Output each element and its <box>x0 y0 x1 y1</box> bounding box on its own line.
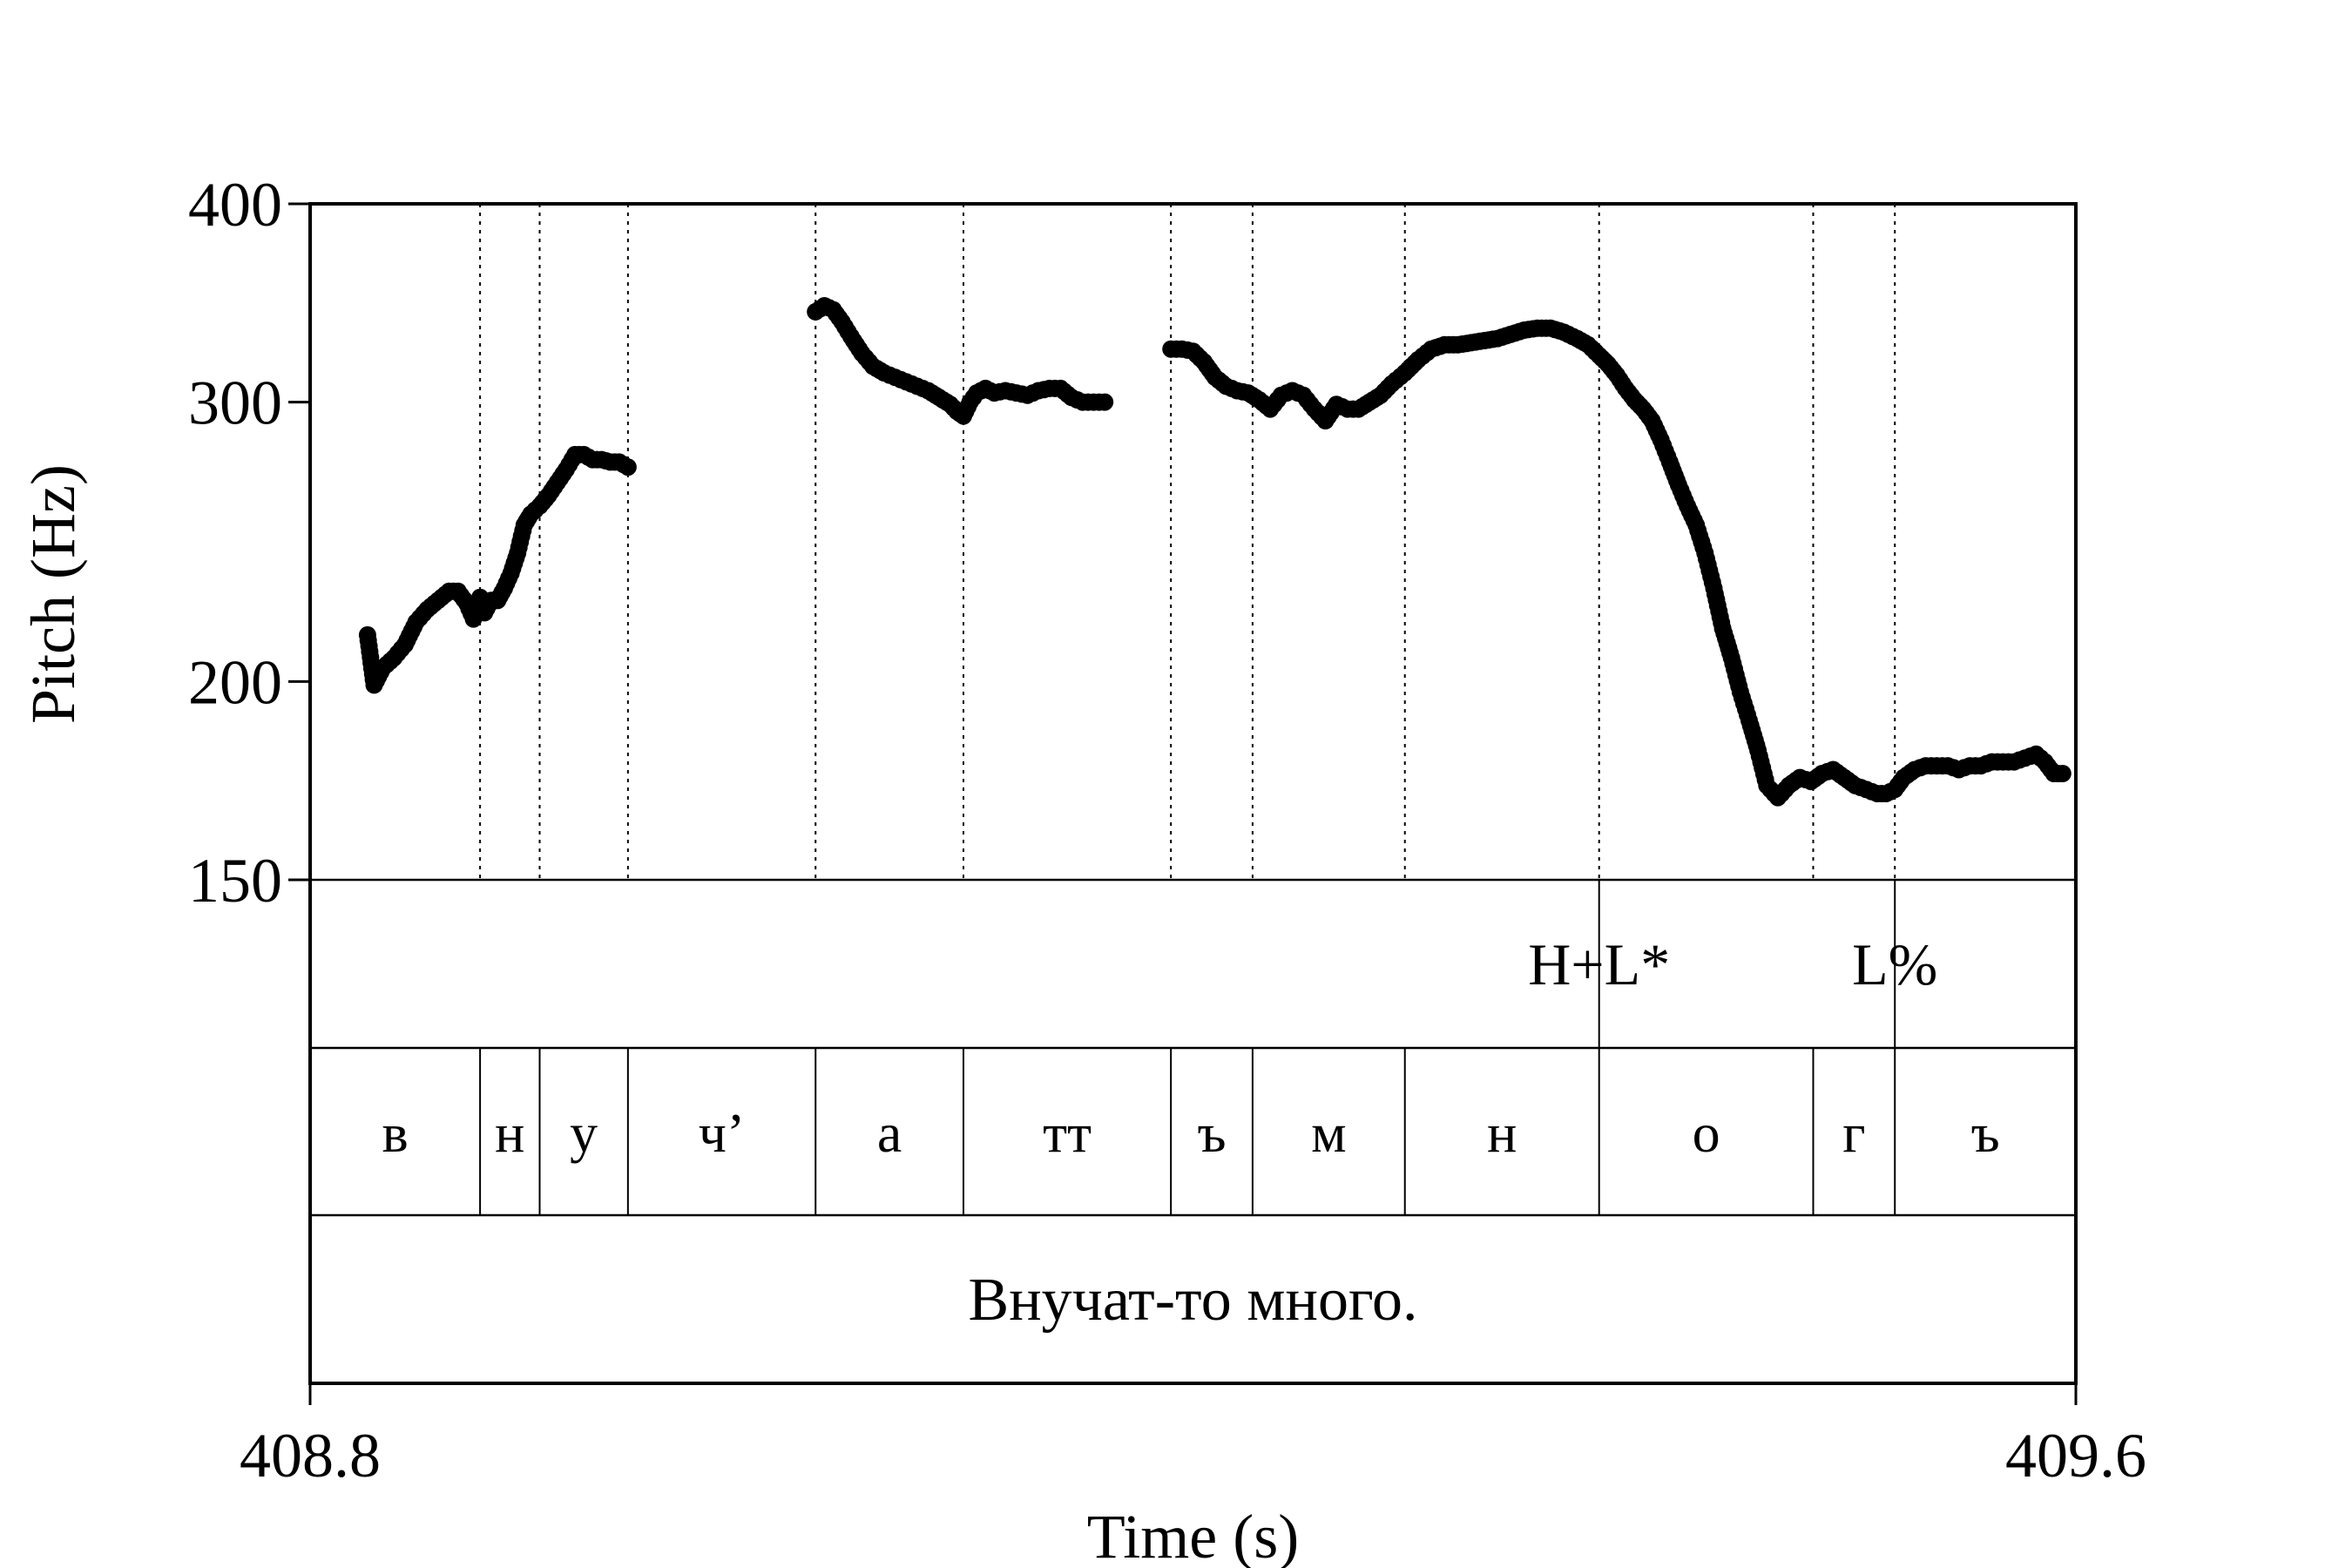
x-tick-label: 409.6 <box>2005 1421 2146 1490</box>
x-tick-label: 408.8 <box>240 1421 381 1490</box>
segment-label: у <box>570 1102 598 1164</box>
segment-label: в <box>382 1102 408 1164</box>
pitch-point <box>1096 393 1114 411</box>
pitch-track <box>358 297 2072 807</box>
segment-label: ъ <box>1197 1102 1226 1164</box>
segment-label: ъ <box>1971 1102 2000 1164</box>
segment-tier: в н у ч’ а тт ъ м н о г ъ <box>382 1102 1999 1164</box>
x-axis: 408.8 409.6 <box>240 1383 2146 1490</box>
segment-label: о <box>1693 1102 1720 1164</box>
pitch-point <box>2053 765 2072 782</box>
tone-tier: H+L* L% <box>1528 931 1937 997</box>
pitch-point <box>618 458 637 476</box>
y-axis: 150 200 300 400 <box>188 170 310 916</box>
y-tick-label: 400 <box>188 170 282 240</box>
tone-label: L% <box>1852 931 1937 997</box>
segment-label: тт <box>1043 1102 1092 1164</box>
y-tick-label: 200 <box>188 647 282 717</box>
segment-label: ч’ <box>699 1102 746 1164</box>
sentence-text: Внучат-то много. <box>969 1267 1418 1334</box>
plot-frame <box>308 202 2078 1385</box>
segment-label: н <box>1487 1102 1517 1164</box>
y-tick-label: 300 <box>188 368 282 438</box>
tone-label: H+L* <box>1528 931 1670 997</box>
outer-frame <box>308 202 2078 1385</box>
tier-boundaries <box>479 880 1896 1215</box>
segment-label: г <box>1842 1102 1865 1164</box>
x-axis-title: Time (s) <box>1087 1502 1299 1568</box>
y-tick-label: 150 <box>188 846 282 916</box>
segment-label: н <box>495 1102 524 1164</box>
segment-dividers <box>479 204 1896 880</box>
segment-label: а <box>877 1102 902 1164</box>
segment-label: м <box>1311 1102 1347 1164</box>
y-axis-title: Pitch (Hz) <box>18 464 88 724</box>
